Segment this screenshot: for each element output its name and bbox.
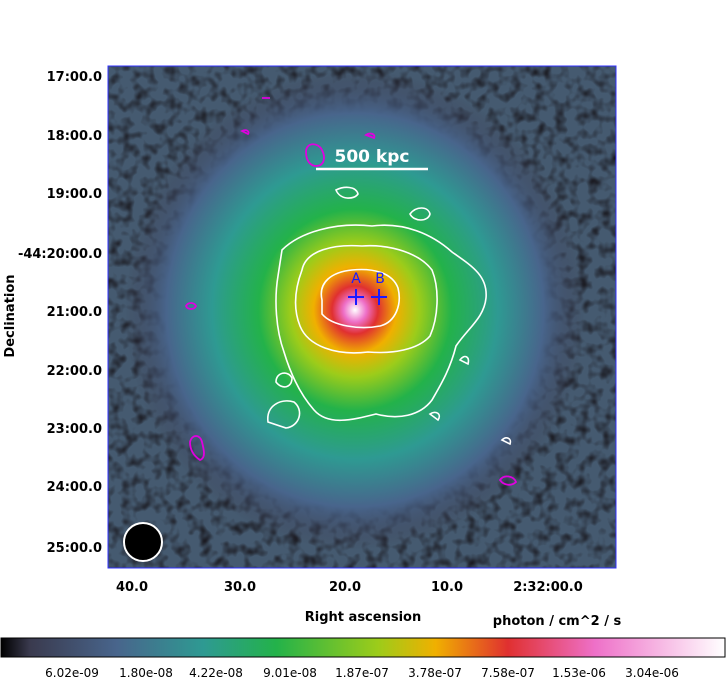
y-axis-label: Declination	[3, 274, 18, 357]
white-contour-mid	[294, 244, 438, 354]
colorbar-tick-label: 1.87e-07	[335, 666, 389, 680]
colorbar-tick-label: 6.02e-09	[45, 666, 99, 680]
y-tick-label: 19:00.0	[47, 187, 102, 202]
y-tick-label: 25:00.0	[47, 541, 102, 556]
y-tick-label: -44:20:00.0	[18, 247, 102, 262]
y-tick-label: 24:00.0	[47, 480, 102, 495]
colorbar	[0, 637, 726, 658]
marker-a-label: A	[351, 271, 361, 287]
magenta-contour-left	[189, 435, 205, 461]
magenta-contour-right	[498, 475, 518, 486]
white-contour-islands	[267, 186, 512, 446]
x-tick-label: 10.0	[431, 580, 463, 595]
colorbar-label: photon / cm^2 / s	[493, 614, 622, 629]
y-axis: 17:00.0 18:00.0 19:00.0 -44:20:00.0 21:0…	[18, 70, 102, 556]
marker-a	[348, 289, 364, 305]
colorbar-tick-label: 1.80e-08	[119, 666, 173, 680]
x-axis-label: Right ascension	[305, 610, 421, 625]
colorbar-tick-label: 3.78e-07	[408, 666, 462, 680]
y-tick-label: 22:00.0	[47, 364, 102, 379]
x-tick-label: 20.0	[329, 580, 361, 595]
plot-frame	[107, 65, 617, 569]
white-contours	[267, 186, 512, 446]
colorbar-tick-label: 7.58e-07	[481, 666, 535, 680]
white-contour-outer	[275, 224, 487, 422]
x-tick-label: 40.0	[116, 580, 148, 595]
colorbar-ticks: 6.02e-09 1.80e-08 4.22e-08 9.01e-08 1.87…	[45, 666, 679, 680]
colorbar-tick-label: 3.04e-06	[625, 666, 679, 680]
colorbar-tick-label: 9.01e-08	[263, 666, 317, 680]
x-axis: 40.0 30.0 20.0 10.0 2:32:00.0	[116, 580, 583, 595]
x-tick-label: 2:32:00.0	[513, 580, 583, 595]
x-tick-label: 30.0	[224, 580, 256, 595]
psf-beam-circle	[123, 522, 163, 562]
y-tick-label: 23:00.0	[47, 422, 102, 437]
magenta-contours	[184, 97, 518, 486]
marker-b-label: B	[375, 271, 385, 287]
magenta-contour-top	[305, 143, 325, 167]
colorbar-tick-label: 1.53e-06	[552, 666, 606, 680]
colorbar-tick-label: 4.22e-08	[189, 666, 243, 680]
y-tick-label: 18:00.0	[47, 129, 102, 144]
white-contour-inner	[320, 268, 400, 329]
image-panel: 500 kpc A B	[108, 66, 616, 568]
scale-bar-label: 500 kpc	[335, 147, 410, 167]
y-tick-label: 21:00.0	[47, 305, 102, 320]
magenta-contour-small	[184, 97, 376, 310]
cluster-emission	[125, 70, 585, 550]
marker-b	[371, 289, 387, 305]
y-tick-label: 17:00.0	[47, 70, 102, 85]
